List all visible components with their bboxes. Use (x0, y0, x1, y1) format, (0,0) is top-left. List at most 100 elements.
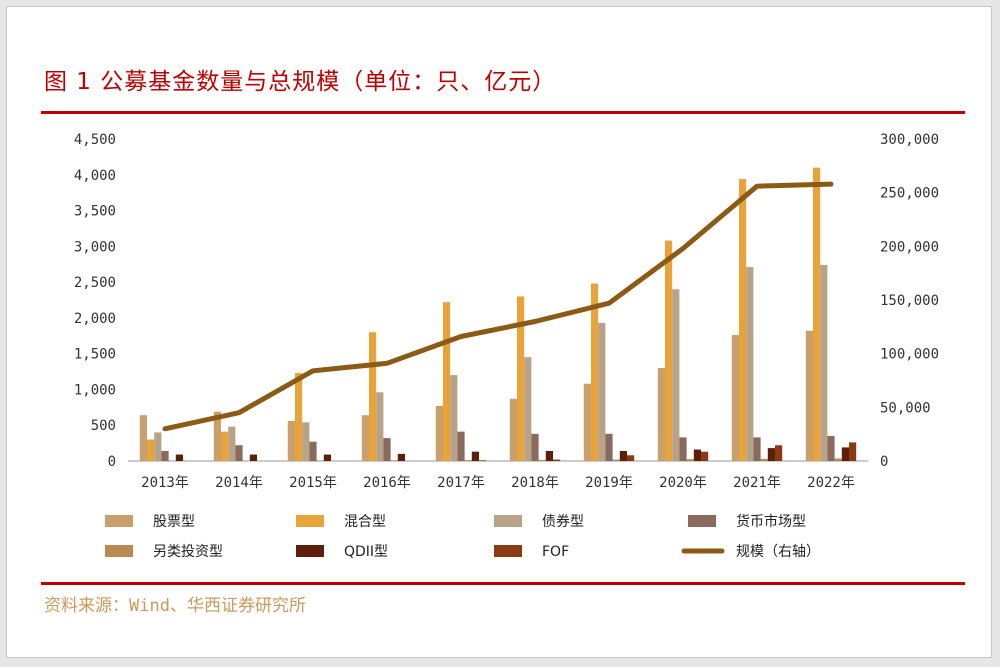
right-tick-label: 100,000 (880, 347, 939, 363)
bar-hybrid (443, 302, 451, 461)
bar-money_market (309, 441, 317, 461)
bar-hybrid (369, 332, 377, 461)
bar-qdii (767, 448, 775, 461)
legend-swatch-money_market (688, 515, 716, 527)
bar-stock (213, 411, 221, 461)
bar-stock (805, 330, 813, 461)
right-tick-label: 200,000 (880, 239, 939, 255)
bar-fof (849, 442, 857, 461)
bar-hybrid (739, 179, 747, 461)
bar-hybrid (517, 296, 525, 461)
bar-money_market (679, 437, 687, 461)
source-note: 资料来源：Wind、华西证券研究所 (44, 596, 306, 616)
legend-swatch-qdii (296, 545, 324, 557)
legend-label-scale: 规模（右轴） (736, 544, 820, 560)
left-tick-label: 2,500 (74, 275, 116, 291)
bar-hybrid (813, 167, 821, 461)
category-label: 2019年 (585, 475, 633, 491)
category-labels: 2013年 2014年 2015年 2016年 2017年 2018年 2019年 2020年… (141, 475, 855, 491)
bar-group (139, 167, 857, 461)
right-tick-label: 150,000 (880, 293, 939, 309)
bar-money_market (235, 445, 243, 461)
bar-stock (139, 415, 147, 461)
bar-bond (228, 426, 236, 461)
bar-bond (746, 267, 754, 461)
right-tick-label: 300,000 (880, 132, 939, 148)
left-tick-label: 3,500 (74, 204, 116, 220)
bar-alternative (760, 458, 768, 461)
left-tick-label: 3,000 (74, 239, 116, 255)
bar-money_market (161, 450, 169, 461)
bar-qdii (471, 451, 479, 461)
right-tick-label: 0 (880, 454, 888, 470)
bar-stock (657, 367, 665, 461)
bar-bond (376, 392, 384, 461)
left-tick-label: 4,500 (74, 132, 116, 148)
bar-money_market (457, 431, 465, 461)
bar-alternative (390, 460, 398, 461)
bar-bond (524, 357, 532, 461)
bar-bond (154, 432, 162, 461)
left-tick-label: 1,000 (74, 382, 116, 398)
bar-hybrid (591, 283, 599, 461)
category-label: 2018年 (511, 475, 559, 491)
left-tick-label: 2,000 (74, 311, 116, 327)
bar-qdii (619, 450, 627, 461)
bar-stock (583, 383, 591, 461)
bar-qdii (545, 450, 553, 461)
bar-fof (775, 445, 783, 461)
bar-money_market (827, 435, 835, 461)
legend-label-bond: 债券型 (542, 514, 584, 530)
category-label: 2016年 (363, 475, 411, 491)
bar-stock (435, 405, 443, 461)
bar-hybrid (221, 431, 229, 461)
bar-stock (287, 420, 295, 461)
category-label: 2022年 (807, 475, 855, 491)
bar-bond (450, 375, 458, 461)
right-tick-label: 250,000 (880, 186, 939, 202)
bar-fof (701, 451, 709, 461)
category-label: 2020年 (659, 475, 707, 491)
bar-fof (627, 455, 635, 461)
category-label: 2017年 (437, 475, 485, 491)
bar-qdii (323, 454, 331, 461)
chart: 0 500 1,000 1,500 2,000 2,500 3,000 3,500 4,000 4… (74, 132, 939, 560)
bar-alternative (464, 460, 472, 461)
bar-qdii (175, 454, 183, 461)
legend-label-money_market: 货币市场型 (736, 513, 806, 530)
right-tick-label: 50,000 (880, 400, 931, 416)
bar-stock (361, 415, 369, 461)
legend-swatch-alternative (105, 545, 133, 557)
category-label: 2014年 (215, 475, 263, 491)
category-label: 2013年 (141, 475, 189, 491)
left-axis-ticks: 0 500 1,000 1,500 2,000 2,500 3,000 3,500 4,000 4… (74, 132, 116, 470)
bar-alternative (316, 460, 324, 461)
bar-hybrid (295, 372, 303, 461)
scale-line (162, 181, 834, 432)
category-label: 2021年 (733, 475, 781, 491)
bar-fof (553, 459, 561, 461)
left-tick-label: 1,500 (74, 347, 116, 363)
left-tick-label: 500 (91, 418, 116, 434)
legend-swatch-fof (494, 545, 522, 557)
bar-hybrid (147, 439, 155, 461)
left-tick-label: 4,000 (74, 168, 116, 184)
bar-qdii (249, 454, 257, 461)
bar-stock (509, 398, 517, 461)
bar-money_market (531, 433, 539, 461)
bar-bond (598, 322, 606, 461)
bar-bond (672, 289, 680, 461)
legend-swatch-bond (494, 515, 522, 527)
legend-swatch-hybrid (296, 515, 324, 527)
bar-stock (731, 335, 739, 461)
bar-hybrid (665, 240, 673, 461)
legend-label-qdii: QDII型 (344, 544, 388, 560)
legend-label-hybrid: 混合型 (344, 514, 386, 530)
bar-money_market (605, 433, 613, 461)
bar-qdii (397, 453, 405, 461)
bar-qdii (841, 447, 849, 461)
bar-qdii (693, 449, 701, 461)
bar-alternative (612, 459, 620, 461)
bar-alternative (834, 458, 842, 461)
